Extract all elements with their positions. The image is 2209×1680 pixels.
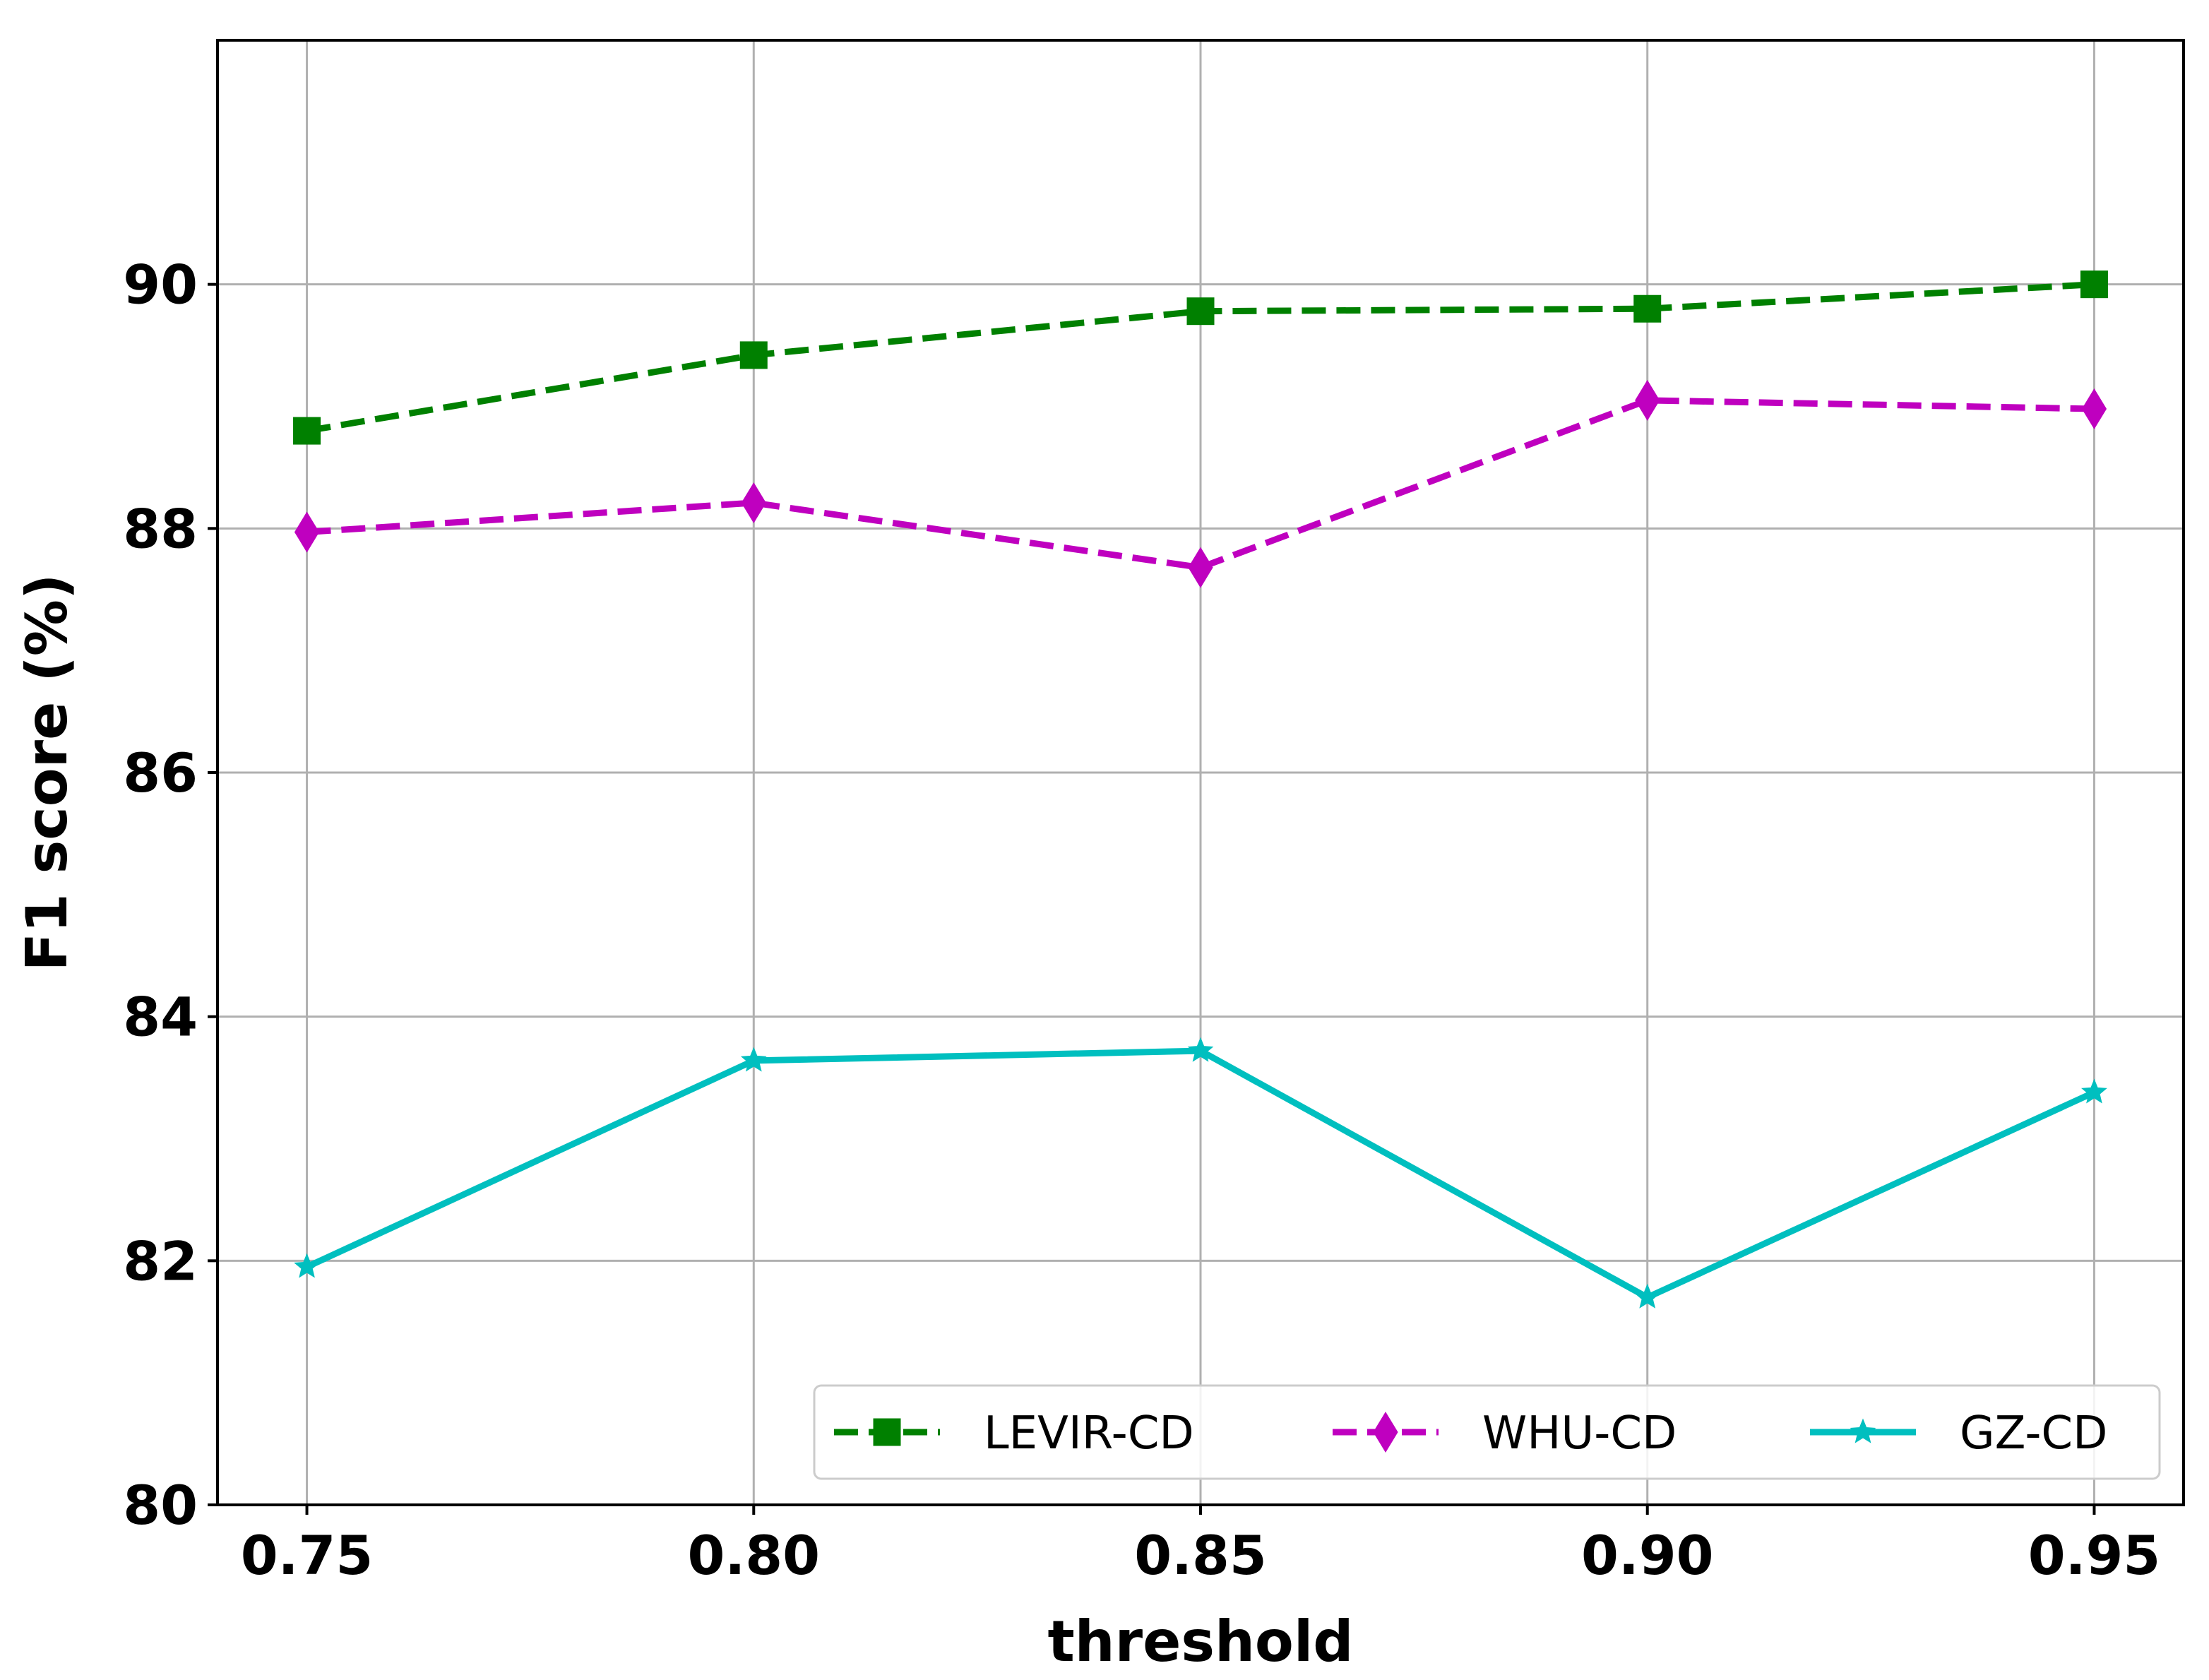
data-point [1635, 379, 1660, 421]
data-point [740, 1047, 767, 1072]
data-point [2081, 1078, 2107, 1104]
data-point [1186, 297, 1215, 326]
series-line [306, 397, 2095, 571]
legend-label: WHU-CD [1482, 1407, 1677, 1460]
legend-item-gz-cd: GZ-CD [1810, 1407, 2107, 1460]
y-tick-label: 82 [123, 1229, 198, 1292]
data-point [293, 417, 321, 445]
data-point [2081, 388, 2107, 429]
data-point [741, 482, 766, 524]
legend-marker [873, 1418, 901, 1446]
legend-item-whu-cd: WHU-CD [1333, 1407, 1677, 1460]
series-gz-cd [294, 1037, 2107, 1309]
data-point [294, 511, 320, 553]
y-tick-label: 86 [123, 741, 198, 804]
legend: LEVIR-CD WHU-CD GZ-CD [813, 1384, 2161, 1480]
data-point [1634, 1283, 1661, 1309]
legend-item-levir-cd: LEVIR-CD [834, 1407, 1194, 1460]
data-point [739, 341, 768, 369]
x-tick-label: 0.85 [1134, 1524, 1267, 1587]
data-point [294, 1253, 320, 1278]
y-tick-label: 88 [123, 497, 198, 560]
legend-label: GZ-CD [1960, 1407, 2107, 1460]
data-point [1633, 294, 1662, 323]
series [293, 270, 2108, 1309]
y-tick-label: 90 [123, 254, 198, 316]
data-point [1187, 1037, 1214, 1062]
axis-ticks: 0.75 0.80 0.85 0.90 0.95 80 82 84 86 88 90 [123, 254, 2160, 1587]
series-whu-cd [294, 379, 2107, 588]
legend-frame [813, 1384, 2161, 1480]
grid [218, 40, 2184, 1505]
legend-label: LEVIR-CD [984, 1407, 1194, 1460]
x-tick-label: 0.75 [241, 1524, 374, 1587]
x-axis-label: threshold [1047, 1609, 1353, 1674]
y-tick-label: 80 [123, 1474, 198, 1537]
data-point [1188, 547, 1213, 588]
series-levir-cd [293, 270, 2108, 445]
y-axis-label: F1 score (%) [14, 573, 80, 971]
x-tick-label: 0.90 [1581, 1524, 1714, 1587]
x-tick-label: 0.95 [2028, 1524, 2161, 1587]
legend-marker [1373, 1412, 1398, 1453]
data-point [2080, 270, 2108, 299]
y-tick-label: 84 [123, 986, 198, 1049]
x-tick-label: 0.80 [688, 1524, 821, 1587]
legend-marker [1850, 1418, 1876, 1443]
